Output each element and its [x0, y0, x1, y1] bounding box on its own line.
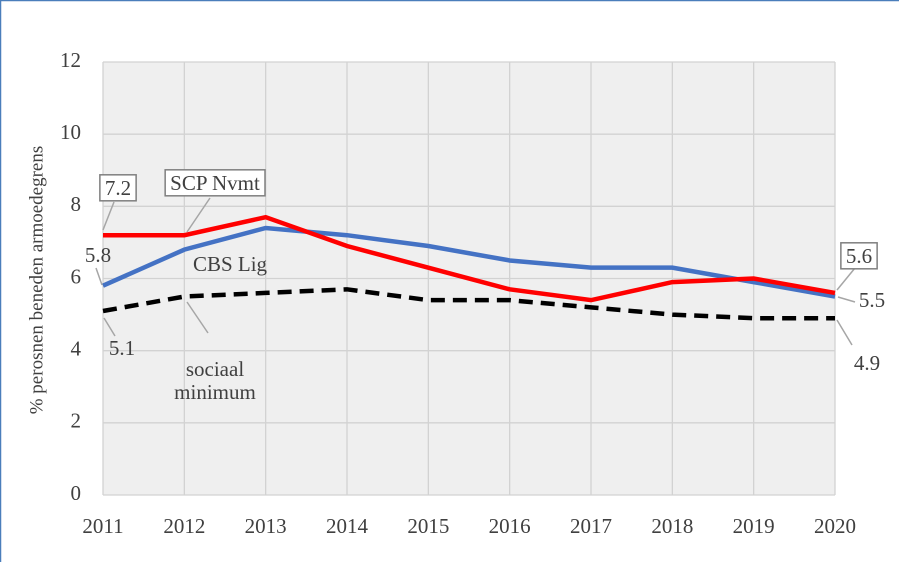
leader-line — [836, 319, 853, 346]
x-tick-label: 2019 — [733, 514, 775, 538]
y-tick-label: 8 — [71, 192, 82, 216]
leader-line — [102, 201, 115, 231]
label-box — [840, 242, 878, 270]
series-label: sociaal minimum — [174, 357, 256, 404]
boxed-label: SCP Nvmt — [170, 171, 260, 195]
x-tick-label: 2013 — [245, 514, 287, 538]
y-tick-label: 6 — [71, 264, 82, 288]
leader-line — [836, 267, 856, 291]
boxed-label: 7.2 — [105, 176, 131, 200]
x-tick-label: 2018 — [651, 514, 693, 538]
data-label: 4.9 — [854, 351, 880, 375]
y-tick-label: 2 — [71, 409, 82, 433]
y-tick-label: 0 — [71, 481, 82, 505]
y-axis-label: % perosnen beneden armoedegrens — [26, 146, 47, 415]
x-tick-label: 2012 — [163, 514, 205, 538]
y-tick-label: 4 — [71, 336, 82, 360]
x-tick-label: 2014 — [326, 514, 369, 538]
y-tick-label: 10 — [60, 120, 81, 144]
data-label: 5.5 — [859, 288, 885, 312]
x-tick-label: 2015 — [407, 514, 449, 538]
leader-line — [95, 267, 103, 286]
label-box — [99, 174, 137, 202]
data-label: 5.1 — [109, 336, 135, 360]
line-series — [102, 287, 835, 321]
x-tick-label: 2020 — [814, 514, 856, 538]
leader-line — [103, 317, 116, 337]
boxed-label: 5.6 — [846, 244, 872, 268]
leader-line — [837, 296, 856, 303]
leader-line — [186, 197, 211, 233]
x-tick-label: 2017 — [570, 514, 612, 538]
leader-line — [186, 301, 209, 334]
data-label: CBS Lig — [193, 252, 268, 276]
label-box — [164, 169, 266, 197]
x-tick-label: 2011 — [82, 514, 123, 538]
x-tick-label: 2016 — [489, 514, 531, 538]
line-series — [103, 214, 836, 303]
y-tick-label: 12 — [60, 48, 81, 72]
line-series — [102, 225, 836, 299]
data-label: 5.8 — [85, 243, 111, 267]
